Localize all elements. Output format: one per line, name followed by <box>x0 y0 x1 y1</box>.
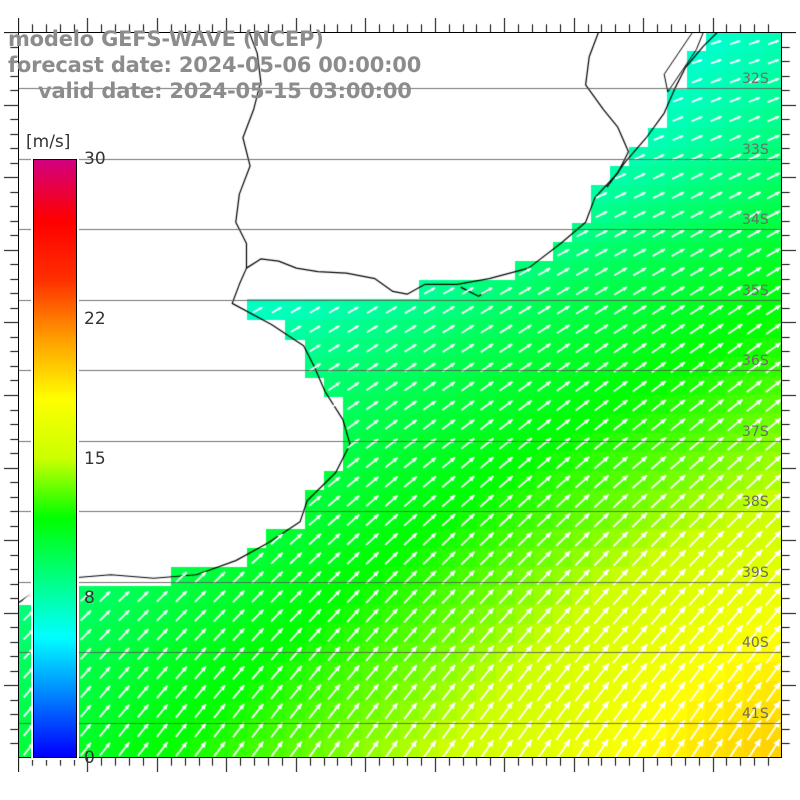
colorbar-tick-0: 0 <box>84 748 95 768</box>
colorbar-tick-8: 8 <box>84 588 95 609</box>
lat-label-34S: 34S <box>742 211 769 228</box>
colorbar-gradient <box>31 157 79 760</box>
right-tick-ruler <box>782 32 796 758</box>
forecast-date: forecast date: 2024-05-06 00:00:00 <box>8 53 422 77</box>
colorbar-tick-15: 15 <box>84 448 106 469</box>
left-tick-ruler <box>4 32 18 758</box>
lat-label-36S: 36S <box>742 352 769 369</box>
map-plot-area[interactable] <box>18 32 782 758</box>
valid-date: valid date: 2024-05-15 03:00:00 <box>38 79 412 103</box>
colorbar-units-label: [m/s] <box>26 132 71 152</box>
model-title: modelo GEFS-WAVE (NCEP) <box>8 27 324 51</box>
lat-label-35S: 35S <box>742 282 769 299</box>
lat-label-39S: 39S <box>742 564 769 581</box>
top-tick-ruler <box>18 18 782 32</box>
bottom-tick-ruler <box>18 758 782 772</box>
title-block: modelo GEFS-WAVE (NCEP) forecast date: 2… <box>0 26 800 104</box>
lat-label-33S: 33S <box>742 141 769 158</box>
lat-label-40S: 40S <box>742 634 769 651</box>
lat-label-32S: 32S <box>742 70 769 87</box>
lat-label-41S: 41S <box>742 705 769 722</box>
lat-label-37S: 37S <box>742 423 769 440</box>
colorbar <box>31 157 79 760</box>
colorbar-tick-22: 22 <box>84 308 106 329</box>
colorbar-tick-30: 30 <box>84 149 106 169</box>
lat-label-38S: 38S <box>742 493 769 510</box>
graticule-grid-layer <box>18 32 782 758</box>
